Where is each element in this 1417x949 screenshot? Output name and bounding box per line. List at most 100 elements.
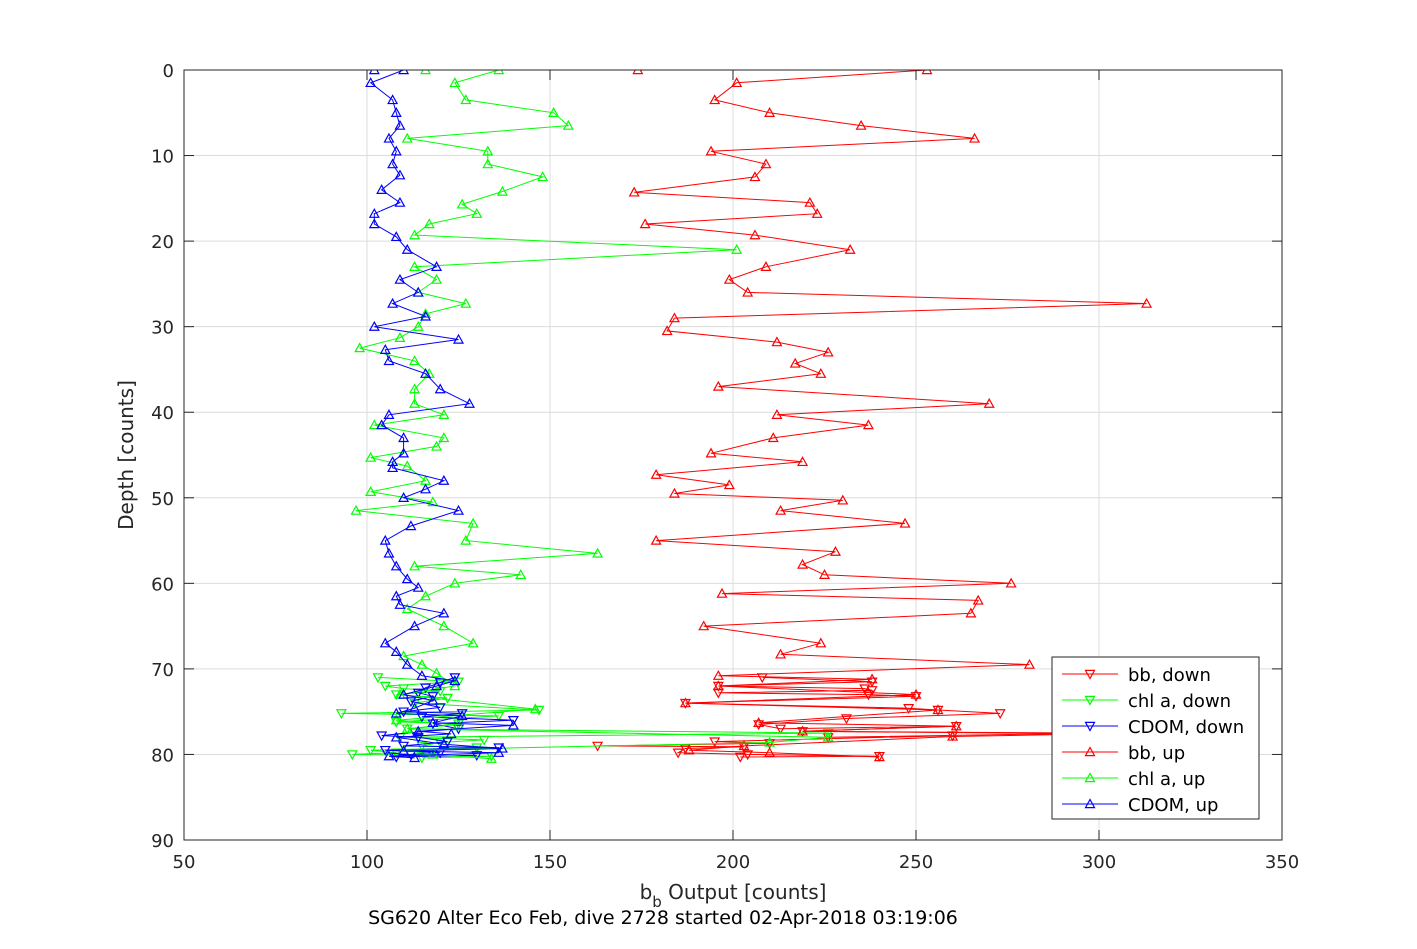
data-point [376,184,388,194]
data-point [709,737,721,748]
data-point [738,740,750,751]
data-point [423,218,435,229]
legend-label: chl a, up [1128,769,1205,790]
data-point [427,719,439,730]
data-point [398,745,410,756]
data-point [420,70,432,75]
data-point [789,357,801,368]
data-point [434,383,446,394]
data-point [434,703,446,714]
data-point [387,158,399,169]
data-point [822,728,834,739]
data-point [416,712,428,723]
series-line [369,70,514,759]
data-point [398,70,410,75]
x-tick-label: 200 [716,852,750,873]
data-point [449,680,461,691]
data-point [862,690,874,701]
data-point [515,569,527,579]
data-point [409,383,421,394]
data-point [372,673,384,684]
data-point [764,739,776,750]
data-point [398,432,410,443]
data-point [712,669,724,680]
data-point [467,517,479,528]
data-point [471,207,483,218]
data-point [592,547,604,558]
data-point [394,119,406,130]
data-point [529,703,541,714]
data-point [405,520,417,531]
data-point [910,692,922,703]
data-point [365,745,377,756]
data-point [983,397,995,408]
data-point [398,741,410,752]
data-point [460,94,472,105]
x-axis-label: bb Output [counts] [640,880,827,911]
data-point [723,479,735,490]
data-point [672,748,684,759]
data-point [507,719,519,730]
data-point [438,432,450,443]
data-point [390,646,402,656]
data-point [862,419,874,430]
data-point [452,333,465,344]
data-point [401,573,413,584]
data-point [921,70,933,75]
data-point [969,132,981,143]
data-point [394,196,406,207]
data-point [742,750,754,761]
data-point [398,447,410,458]
data-point [705,447,717,458]
data-point [390,560,402,571]
data-point [760,158,772,169]
data-point [379,681,391,692]
data-point [764,736,776,747]
data-point [390,752,402,763]
data-point [431,261,443,271]
data-point [723,273,735,284]
data-point [1023,658,1035,669]
data-point [412,688,424,699]
data-point [632,70,644,75]
data-point [537,171,549,182]
data-point [431,273,443,284]
data-point [482,158,494,169]
x-axis-label-main: b [640,880,653,904]
data-point [562,119,574,130]
data-point [379,344,391,354]
data-point [471,751,483,762]
data-point [698,620,710,631]
data-point [650,468,662,479]
data-point [705,145,717,156]
data-point [771,409,783,419]
data-point [749,229,761,240]
data-point [822,346,834,357]
data-point [365,486,377,496]
legend-marker [1084,721,1096,732]
data-point [533,705,545,716]
y-tick-label: 60 [151,574,174,595]
data-point [460,534,472,545]
y-tick-label: 0 [163,61,174,82]
data-point [394,332,406,342]
data-point [837,494,849,505]
data-point [731,77,743,88]
x-tick-label: 250 [899,852,933,873]
data-point [383,409,395,419]
data-point [383,355,395,366]
legend-box [1051,656,1260,820]
legend-label: chl a, down [1128,691,1231,712]
data-point [775,648,787,659]
data-point [449,77,461,88]
data-point [493,746,505,757]
data-point [427,496,439,507]
data-point [1005,577,1017,588]
legend-label: bb, down [1128,665,1211,686]
data-point [420,310,432,321]
data-point [753,720,765,731]
data-point [811,207,823,218]
data-point [412,581,424,592]
data-point [427,692,439,703]
